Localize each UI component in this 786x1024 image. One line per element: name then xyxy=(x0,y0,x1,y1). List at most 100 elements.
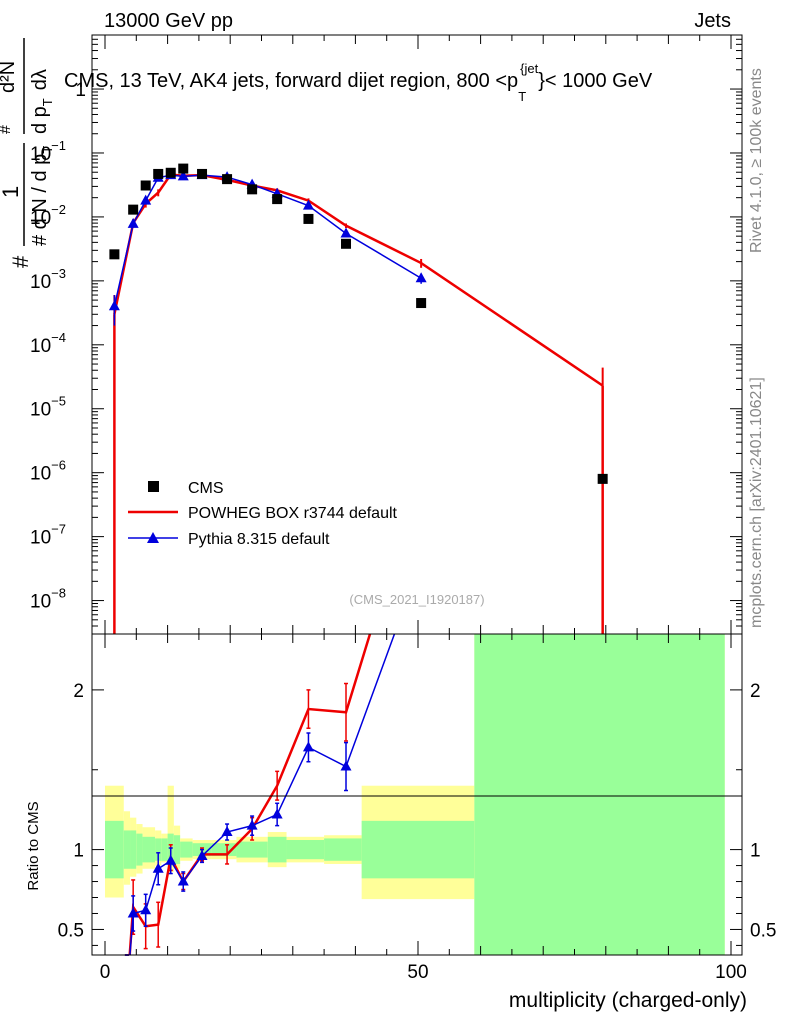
cms-data-point xyxy=(247,184,258,195)
ylabel-dpt: d pTdλ xyxy=(29,69,55,134)
stat-uncertainty-band xyxy=(474,634,725,955)
total-uncertainty-band xyxy=(167,785,174,872)
cms-data-point xyxy=(341,238,352,249)
legend-pythia-marker xyxy=(147,532,159,543)
pythia-point xyxy=(340,227,352,238)
powheg-ratio-line xyxy=(128,634,372,955)
pythia-ratio-point xyxy=(246,819,258,830)
ylabel-hash-1: # xyxy=(8,255,33,268)
ratio-y-axis-label: Ratio to CMS xyxy=(25,801,42,890)
ratio-y-tick-label-right: 1 xyxy=(750,841,761,862)
pythia-point xyxy=(177,170,189,181)
title-superscript: {jet xyxy=(520,61,538,76)
main-y-tick-label: 10−2 xyxy=(30,202,66,229)
main-y-axis-label: # 1 # d N / d pT # d²N d pTdλ xyxy=(0,38,55,268)
ratio-plot-series xyxy=(124,634,396,956)
header-right: Jets xyxy=(694,10,731,32)
cms-data-point xyxy=(178,163,189,174)
legend: CMS POWHEG BOX r3744 default Pythia 8.31… xyxy=(128,480,398,548)
pythia-point xyxy=(415,272,427,283)
stat-uncertainty-band xyxy=(236,841,268,858)
x-tick-label: 100 xyxy=(715,962,747,983)
pythia-ratio-point xyxy=(340,760,352,771)
stat-uncertainty-band xyxy=(105,820,124,879)
ratio-y-tick-label-left: 2 xyxy=(73,681,84,702)
stat-uncertainty-band xyxy=(142,836,156,863)
pythia-ratio-point xyxy=(165,854,177,865)
pythia-ratio-point xyxy=(152,862,164,873)
ylabel-denominator: # d N / d pT xyxy=(29,146,55,246)
main-plot-series xyxy=(108,163,608,634)
stat-uncertainty-band xyxy=(180,841,193,858)
title-suffix: }< 1000 GeV xyxy=(538,70,653,92)
x-tick-label: 0 xyxy=(100,962,111,983)
plot-title: CMS, 13 TeV, AK4 jets, forward dijet reg… xyxy=(64,61,653,104)
ylabel-one: 1 xyxy=(0,186,23,198)
main-y-tick-label: 10−4 xyxy=(30,330,66,357)
pythia-point xyxy=(108,300,120,311)
stat-uncertainty-band xyxy=(173,835,181,864)
pythia-ratio-point xyxy=(271,808,283,819)
ylabel-hash-2: # xyxy=(0,125,14,134)
cms-data-point xyxy=(416,298,427,309)
main-y-tick-label: 10−3 xyxy=(30,266,66,293)
cms-data-point xyxy=(128,204,139,215)
cms-data-point xyxy=(197,168,208,179)
title-prefix: CMS, 13 TeV, AK4 jets, forward dijet reg… xyxy=(64,70,518,92)
axis-ticks xyxy=(92,34,742,955)
ratio-uncertainty-bands xyxy=(105,634,725,955)
analysis-id-label: (CMS_2021_I1920187) xyxy=(349,592,484,607)
main-y-tick-label: 10−1 xyxy=(30,138,66,165)
stat-uncertainty-band xyxy=(155,838,162,861)
cms-data-point xyxy=(222,174,233,185)
cms-data-point xyxy=(140,180,151,191)
main-y-tick-label: 10−7 xyxy=(30,522,66,549)
rivet-version-label: Rivet 4.1.0, ≥ 100k events xyxy=(748,68,765,253)
pythia-point xyxy=(127,217,139,228)
ratio-y-tick-label-right: 0.5 xyxy=(750,920,776,941)
cms-data-point xyxy=(303,213,314,224)
cms-data-point xyxy=(597,473,608,484)
ratio-plot-frame xyxy=(91,633,743,956)
title-subscript: T xyxy=(518,89,526,104)
stat-uncertainty-band xyxy=(324,838,362,861)
stat-uncertainty-band xyxy=(123,830,131,869)
main-y-tick-label: 1 xyxy=(75,80,86,101)
pythia-ratio-point xyxy=(302,741,314,752)
ylabel-d2N: d²N xyxy=(0,61,19,93)
powheg-line xyxy=(113,173,604,387)
ratio-y-tick-label-left: 0.5 xyxy=(58,920,84,941)
stat-uncertainty-band xyxy=(267,836,287,863)
cms-data-point xyxy=(109,249,120,260)
legend-pythia-label: Pythia 8.315 default xyxy=(188,531,330,548)
stat-uncertainty-band xyxy=(361,820,475,879)
pythia-ratio-point xyxy=(127,907,139,918)
x-axis-label: multiplicity (charged-only) xyxy=(509,989,747,1012)
pythia-point xyxy=(140,194,152,205)
main-y-tick-label: 10−8 xyxy=(30,586,66,613)
header-left: 13000 GeV pp xyxy=(104,10,233,32)
ratio-y-tick-label-right: 2 xyxy=(750,681,761,702)
ratio-y-tick-label-left: 1 xyxy=(73,841,84,862)
cms-data-point xyxy=(153,168,164,179)
axis-tick-labels: 10−810−710−610−510−410−310−210−110 50 1000… xyxy=(30,80,776,983)
stat-uncertainty-band xyxy=(286,840,325,860)
main-y-tick-label: 10−6 xyxy=(30,458,66,485)
legend-cms-marker xyxy=(148,481,159,492)
legend-powheg-label: POWHEG BOX r3744 default xyxy=(188,505,398,522)
legend-cms-label: CMS xyxy=(188,480,224,497)
x-tick-label: 50 xyxy=(407,962,428,983)
pythia-ratio-point xyxy=(177,875,189,886)
stat-uncertainty-band xyxy=(136,833,143,866)
pythia-point xyxy=(302,199,314,210)
pythia-ratio-point xyxy=(196,849,208,860)
stat-uncertainty-band xyxy=(161,838,168,861)
mcplots-label: mcplots.cern.ch [arXiv:2401.10621] xyxy=(748,377,765,628)
stat-uncertainty-band xyxy=(130,830,137,869)
pythia-ratio-point xyxy=(140,904,152,915)
pythia-ratio-point xyxy=(221,826,233,837)
cms-data-point xyxy=(272,194,283,205)
main-y-tick-label: 10−5 xyxy=(30,394,66,421)
cms-data-point xyxy=(165,167,176,178)
